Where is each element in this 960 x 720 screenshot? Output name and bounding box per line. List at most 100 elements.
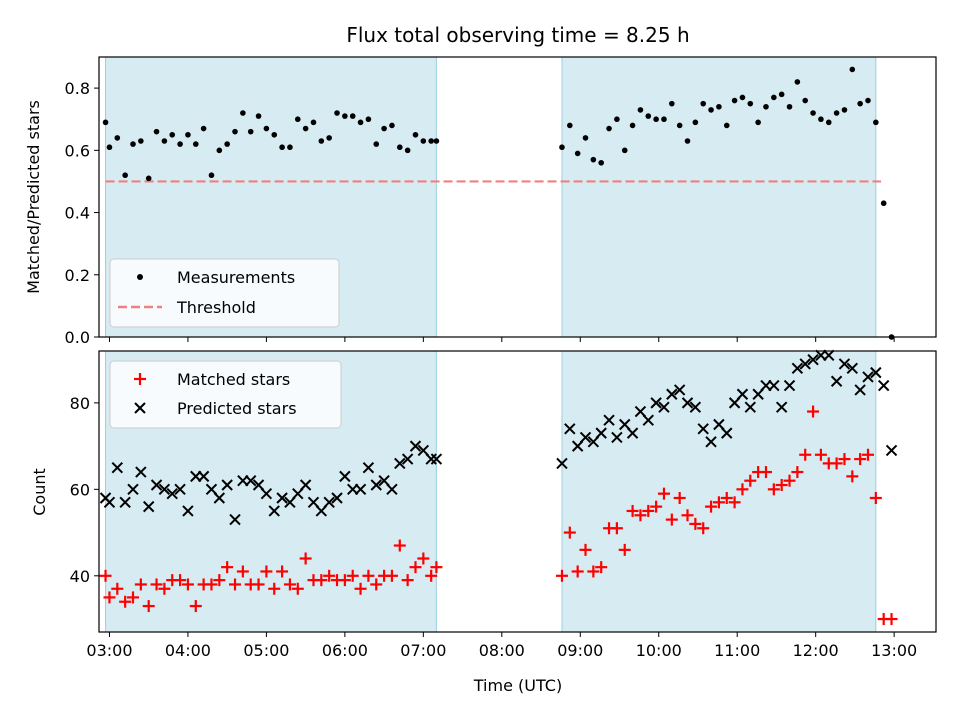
measurement-point xyxy=(106,144,113,151)
predicted-stars-point xyxy=(331,492,343,504)
predicted-stars-point xyxy=(721,427,733,439)
predicted-stars-point xyxy=(386,483,398,496)
predicted-stars-point xyxy=(846,362,859,374)
measurement-point xyxy=(818,116,824,123)
predicted-stars-point xyxy=(135,466,147,478)
measurement-point xyxy=(373,141,380,147)
measurement-point xyxy=(185,131,191,138)
matched-stars-point xyxy=(205,578,218,591)
matched-stars-point xyxy=(744,474,757,487)
measurement-point xyxy=(279,144,285,151)
measurement-point xyxy=(240,110,246,116)
measurement-point xyxy=(684,138,691,144)
predicted-stars-point xyxy=(150,479,163,491)
matched-stars-point xyxy=(354,582,367,595)
predicted-stars-point xyxy=(595,427,607,439)
predicted-stars-point xyxy=(229,513,241,526)
y-tick-label: 80 xyxy=(70,394,90,413)
matched-stars-point xyxy=(697,522,710,535)
predicted-stars-point xyxy=(401,453,414,465)
measurement-point xyxy=(404,147,411,154)
measurement-point xyxy=(621,147,628,154)
predicted-stars-point xyxy=(213,492,226,504)
predicted-stars-point xyxy=(430,453,443,465)
matched-stars-point xyxy=(783,474,796,487)
matched-stars-point xyxy=(430,561,443,574)
measurement-point xyxy=(841,107,848,113)
measurement-point xyxy=(153,128,160,135)
measurement-point xyxy=(318,138,325,144)
count-y-axis-label: Count xyxy=(30,468,49,516)
measurement-point xyxy=(857,100,863,107)
measurement-point xyxy=(653,116,659,123)
predicted-stars-point xyxy=(244,474,257,487)
matched-stars-point xyxy=(861,448,874,461)
measurement-point xyxy=(873,119,879,126)
matched-stars-point xyxy=(626,504,639,517)
matched-stars-point xyxy=(189,600,202,613)
matched-stars-point xyxy=(555,569,568,582)
measurement-point xyxy=(169,131,176,138)
matched-stars-point xyxy=(401,574,414,587)
measurement-point xyxy=(263,125,270,132)
matched-stars-point xyxy=(736,483,749,496)
matched-stars-point xyxy=(885,613,898,626)
matched-stars-point xyxy=(181,578,194,591)
predicted-stars-point xyxy=(323,496,335,509)
matched-stars-point xyxy=(854,453,867,466)
matched-stars-point xyxy=(650,500,663,513)
matched-stars-point xyxy=(213,574,226,587)
matched-stars-point xyxy=(642,504,655,517)
predicted-stars-point xyxy=(119,496,131,509)
count-series-layer xyxy=(99,349,898,626)
predicted-stars-point xyxy=(564,423,576,435)
predicted-stars-point xyxy=(768,379,780,392)
measurement-point xyxy=(716,103,722,110)
predicted-stars-point xyxy=(603,414,615,426)
measurement-point xyxy=(880,200,887,207)
predicted-stars-point xyxy=(854,384,866,396)
matched-stars-point xyxy=(587,565,600,578)
x-tick-label: 07:00 xyxy=(400,641,446,660)
matched-stars-point xyxy=(150,578,163,591)
measurement-point xyxy=(433,138,440,144)
measurement-point xyxy=(420,138,427,144)
measurement-point xyxy=(114,135,121,141)
legend-label-measurements: Measurements xyxy=(177,268,295,287)
predicted-stars-point xyxy=(830,375,843,387)
predicted-stars-point xyxy=(103,496,116,509)
measurement-point xyxy=(381,125,387,132)
matched-stars-point xyxy=(236,565,249,578)
matched-stars-point xyxy=(838,453,851,466)
matched-stars-point xyxy=(563,526,576,539)
predicted-stars-point xyxy=(705,436,717,448)
measurement-point xyxy=(192,141,199,147)
measurement-point xyxy=(334,110,340,116)
measurement-point xyxy=(389,122,395,129)
measurement-point xyxy=(302,125,309,132)
matched-stars-point xyxy=(229,578,242,591)
matched-stars-point xyxy=(119,595,132,608)
measurement-point xyxy=(731,97,738,104)
measurement-point xyxy=(271,131,278,138)
legend-label-predicted-stars: Predicted stars xyxy=(177,399,297,418)
matched-stars-point xyxy=(221,561,234,574)
matched-stars-point xyxy=(595,561,608,574)
predicted-stars-point xyxy=(783,379,796,392)
matched-stars-point xyxy=(712,496,725,509)
legend-marker-predicted-stars xyxy=(134,402,146,414)
predicted-stars-point xyxy=(611,431,623,444)
matched-stars-point xyxy=(681,509,694,522)
predicted-stars-point xyxy=(174,483,186,496)
predicted-stars-point xyxy=(409,440,422,452)
y-tick-label: 0.2 xyxy=(65,266,90,285)
ratio-panel: 0.00.20.40.60.8 Matched/Predicted stars … xyxy=(24,56,937,347)
matched-stars-point xyxy=(323,569,336,582)
predicted-stars-point xyxy=(299,479,312,491)
x-tick-label: 10:00 xyxy=(636,641,682,660)
measurement-point xyxy=(161,138,168,144)
matched-stars-point xyxy=(291,582,304,595)
predicted-stars-point xyxy=(339,470,351,483)
measurement-point xyxy=(216,147,223,154)
predicted-stars-point xyxy=(689,401,702,413)
